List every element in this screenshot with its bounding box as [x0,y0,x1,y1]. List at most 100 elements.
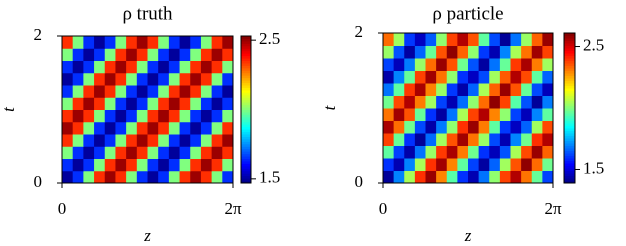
heat-cell [393,133,405,146]
heat-cell [383,158,395,171]
heat-cell [521,95,533,109]
heat-cell [136,48,148,61]
colorbar-step [564,35,575,39]
heat-cell [489,158,501,171]
heat-cell [521,58,533,71]
heat-cell [542,83,554,96]
colorbar-step [241,67,251,71]
colorbar-step [241,80,251,84]
colorbar-step [564,128,575,131]
heat-cell [393,108,405,121]
heat-cell [158,72,170,86]
heat-cell [62,134,74,147]
heat-cell [115,170,127,184]
heat-cell [414,145,426,159]
heat-cell [478,133,490,146]
heat-cell [404,58,416,71]
heat-cell [542,95,554,109]
heat-cell [200,146,213,159]
heat-cell [211,170,223,184]
heat-cell [147,85,159,98]
colorbar-step [241,45,251,49]
heat-cell [126,109,138,123]
heat-cell [542,58,554,71]
heat-cell [521,33,533,46]
heat-cell [436,120,448,134]
colorbar-step [241,173,251,177]
colorbar-step [564,125,575,129]
colorbar-step [564,75,575,79]
colorbar-step [241,111,251,115]
heat-cell [478,45,490,59]
heat-cell [190,36,202,49]
heat-cell [404,133,416,146]
heat-cell [200,60,213,74]
heat-cell [200,109,213,123]
colorbar-step [564,80,575,84]
heat-cell [94,72,106,86]
colorbar-step [564,140,575,144]
heat-cell [531,145,543,159]
heat-cell [200,72,213,86]
heat-cell [478,145,490,159]
heat-cell [179,170,191,184]
heat-cell [478,33,490,46]
y-tick-label: 2 [355,22,364,41]
heat-cell [147,60,159,74]
heat-cell [136,146,148,159]
colorbar-step [241,107,251,110]
heat-cell [126,60,138,74]
heat-cell [200,36,213,49]
heat-cell [104,109,116,123]
colorbar-step [241,48,251,52]
heat-cell [383,33,395,46]
colorbar-step [564,123,575,126]
heat-cell [83,121,95,135]
heat-cell [383,133,395,146]
colorbar-step [564,148,575,151]
heat-cell [200,121,213,135]
colorbar-step [241,129,251,133]
colorbar-step [564,55,575,59]
colorbar-step [564,120,575,124]
heat-cell [158,134,170,147]
heat-cell [542,145,554,159]
heat-cell [62,85,74,98]
heat-cell [94,170,106,184]
heat-cell [457,170,469,184]
colorbar-step [564,115,575,119]
heat-cell [446,95,458,109]
heat-cell [499,83,511,96]
heat-cell [414,133,426,146]
colorbar-step [564,88,575,91]
heat-cell [168,60,181,74]
heat-cell [222,72,234,86]
heat-cell [62,146,74,159]
colorbar-step [564,168,575,171]
y-axis-label: t [320,104,339,110]
heat-cell [531,70,543,84]
colorbar-step [564,85,575,89]
heat-cell [478,170,490,184]
colorbar-step [241,156,251,159]
colorbar-step [564,40,575,44]
colorbar-step [564,93,575,96]
heat-cell [179,134,191,147]
heat-cell [83,146,95,159]
heat-cell [104,85,116,98]
heat-cell [62,121,74,135]
heat-cell [72,60,84,74]
heat-cell [436,145,448,159]
heat-cell [404,170,416,184]
colorbar-step [241,158,251,162]
heat-cell [510,133,522,146]
heat-cell [168,48,181,61]
colorbar-step [241,102,251,106]
colorbar-step [564,173,575,176]
colorbar-step [241,141,251,145]
heat-cell [147,72,159,86]
colorbar-step [241,163,251,167]
heat-cell [72,36,84,49]
heat-cell [446,33,458,46]
